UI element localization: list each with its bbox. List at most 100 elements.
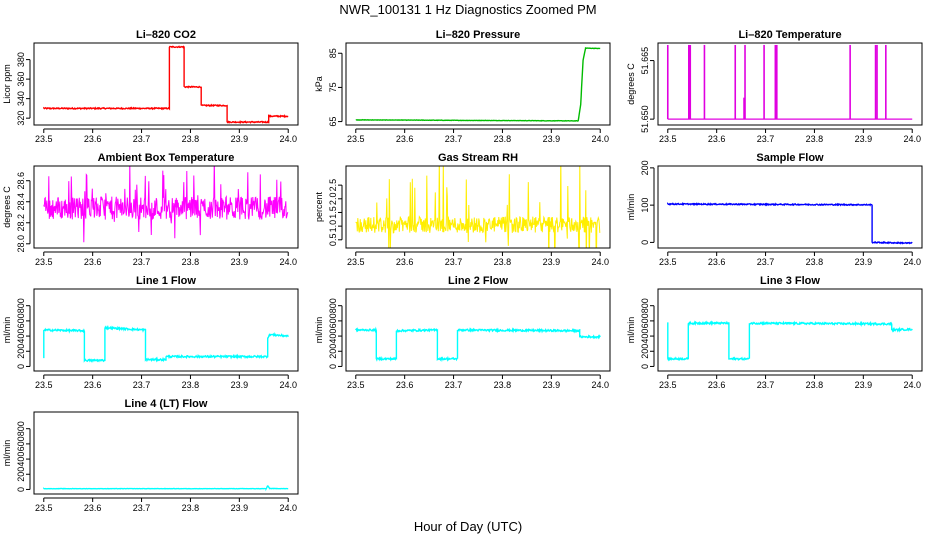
chart-5-x-tick-label-6: 24.0 [591, 257, 609, 267]
chart-10-y-label: ml/min [2, 440, 12, 467]
chart-2-x-tick-label-4: 23.8 [494, 134, 512, 144]
chart-8-x-tick-label-1: 23.5 [347, 380, 365, 390]
chart-6-x-tick-label-6: 24.0 [903, 257, 921, 267]
chart-4-x-tick-label-2: 23.6 [84, 257, 102, 267]
chart-1-x-tick-label-2: 23.6 [84, 134, 102, 144]
chart-8-x-axis: 23.5 23.6 23.7 23.8 23.9 24.0 [347, 374, 609, 390]
chart-9-y-tick-label-3: 400 [640, 329, 650, 344]
chart-10-series-group [43, 485, 289, 492]
chart-6-x-tick-label-5: 23.9 [855, 257, 873, 267]
chart-3-x-tick-label-1: 23.5 [659, 134, 677, 144]
chart-5-x-tick-label-1: 23.5 [347, 257, 365, 267]
chart-8-y-label: ml/min [314, 317, 324, 344]
chart-4-frame [33, 165, 299, 249]
chart-6-x-tick-label-1: 23.5 [659, 257, 677, 267]
chart-2-series-line [355, 47, 601, 122]
chart-3-y-tick-label-2: 51.665 [640, 47, 650, 75]
chart-8-title: Line 2 Flow [448, 275, 508, 287]
chart-5-x-tick-label-5: 23.9 [543, 257, 561, 267]
chart-1-y-tick-label-4: 380 [16, 52, 26, 67]
chart-5-x-axis: 23.5 23.6 23.7 23.8 23.9 24.0 [347, 251, 609, 267]
chart-2-y-tick-label-1: 65 [328, 117, 338, 127]
chart-7-x-tick-label-1: 23.5 [35, 380, 53, 390]
chart-5-y-tick-label-5: 2.5 [328, 179, 338, 192]
chart-6-y-axis: 0 100 200 [640, 160, 655, 245]
chart-3-x-tick-label-3: 23.7 [757, 134, 775, 144]
chart-3-x-axis: 23.5 23.6 23.7 23.8 23.9 24.0 [659, 128, 921, 144]
chart-7-series-line [43, 324, 289, 363]
chart-1-y-axis: 320 340 360 380 [16, 52, 31, 126]
chart-7-y-tick-label-5: 800 [16, 298, 26, 313]
chart-2-x-tick-label-3: 23.7 [445, 134, 463, 144]
chart-9-x-tick-label-1: 23.5 [659, 380, 677, 390]
chart-10-y-tick-label-2: 200 [16, 467, 26, 482]
chart-1-series-group [43, 45, 289, 125]
chart-2-x-tick-label-5: 23.9 [543, 134, 561, 144]
chart-2-y-axis: 65 75 85 [328, 48, 343, 127]
chart-3-series-group [666, 44, 913, 120]
chart-8-x-tick-label-3: 23.7 [445, 380, 463, 390]
chart-1-series-line [43, 45, 289, 125]
chart-9-y-label: ml/min [626, 317, 636, 344]
chart-9-x-tick-label-6: 24.0 [903, 380, 921, 390]
figure-title: NWR_100131 1 Hz Diagnostics Zoomed PM [339, 2, 596, 17]
chart-7-x-tick-label-5: 23.9 [231, 380, 249, 390]
chart-2-x-tick-label-6: 24.0 [591, 134, 609, 144]
chart-3-x-tick-label-2: 23.6 [708, 134, 726, 144]
chart-10-frame [33, 411, 299, 495]
chart-6-y-tick-label-3: 200 [640, 160, 650, 175]
chart-3-x-tick-label-6: 24.0 [903, 134, 921, 144]
chart-2-series-group [355, 47, 601, 122]
chart-3-frame [657, 42, 923, 126]
chart-2-y-label: kPa [314, 76, 324, 92]
chart-1-x-axis: 23.5 23.6 23.7 23.8 23.9 24.0 [35, 128, 297, 144]
chart-7-y-tick-label-1: 0 [16, 364, 26, 369]
chart-5-gas-stream-rh: Gas Stream RH 23.5 23.6 23.7 23.8 23.9 24.0 0.5… [314, 152, 611, 267]
chart-4-series-group [43, 166, 289, 243]
chart-2-y-tick-label-3: 85 [328, 48, 338, 58]
chart-9-x-tick-label-3: 23.7 [757, 380, 775, 390]
chart-8-series-line [355, 326, 601, 363]
chart-8-x-tick-label-2: 23.6 [396, 380, 414, 390]
chart-1-x-tick-label-1: 23.5 [35, 134, 53, 144]
chart-8-x-tick-label-5: 23.9 [543, 380, 561, 390]
chart-10-x-tick-label-4: 23.8 [182, 503, 200, 513]
chart-1-li-820-co2: Li–820 CO2 23.5 23.6 23.7 23.8 23.9 24.0 320 340… [2, 29, 299, 144]
chart-8-frame [345, 288, 611, 372]
chart-7-x-axis: 23.5 23.6 23.7 23.8 23.9 24.0 [35, 374, 297, 390]
chart-5-series-line [355, 166, 601, 248]
chart-9-line-3-flow: Line 3 Flow 23.5 23.6 23.7 23.8 23.9 24.0 0 2004… [626, 275, 923, 390]
chart-6-y-label: ml/min [626, 194, 636, 221]
chart-6-series-line [667, 201, 913, 245]
chart-10-line-4-lt-flow: Line 4 (LT) Flow 23.5 23.6 23.7 23.8 23.9 24.0… [2, 398, 299, 513]
chart-9-title: Line 3 Flow [760, 275, 820, 287]
chart-7-y-tick-label-4: 600 [16, 313, 26, 328]
chart-9-x-tick-label-2: 23.6 [708, 380, 726, 390]
chart-2-li-820-pressure: Li–820 Pressure 23.5 23.6 23.7 23.8 23.9 24.0 6… [314, 29, 611, 144]
chart-2-title: Li–820 Pressure [436, 29, 520, 41]
chart-10-y-tick-label-5: 800 [16, 421, 26, 436]
chart-3-li-820-temperature: Li–820 Temperature 23.5 23.6 23.7 23.8 23.9 24… [626, 29, 923, 144]
chart-4-series-line [43, 166, 289, 243]
chart-5-x-tick-label-3: 23.7 [445, 257, 463, 267]
chart-10-y-tick-label-1: 0 [16, 487, 26, 492]
chart-3-x-tick-label-5: 23.9 [855, 134, 873, 144]
chart-6-x-tick-label-3: 23.7 [757, 257, 775, 267]
chart-10-y-tick-label-3: 400 [16, 452, 26, 467]
chart-2-x-tick-label-2: 23.6 [396, 134, 414, 144]
chart-5-x-tick-label-2: 23.6 [396, 257, 414, 267]
chart-9-y-tick-label-4: 600 [640, 313, 650, 328]
chart-5-y-tick-label-3: 1.5 [328, 206, 338, 219]
chart-4-y-axis: 28.0 28.2 28.4 28.6 [16, 172, 31, 253]
chart-6-title: Sample Flow [756, 152, 824, 164]
chart-8-y-tick-label-2: 200 [328, 344, 338, 359]
chart-10-y-tick-label-4: 600 [16, 436, 26, 451]
chart-4-y-tick-label-3: 28.4 [16, 193, 26, 211]
chart-1-x-tick-label-3: 23.7 [133, 134, 151, 144]
chart-4-y-tick-label-4: 28.6 [16, 172, 26, 190]
chart-7-x-tick-label-3: 23.7 [133, 380, 151, 390]
chart-5-y-tick-label-2: 1.0 [328, 220, 338, 233]
chart-9-x-axis: 23.5 23.6 23.7 23.8 23.9 24.0 [659, 374, 921, 390]
chart-7-y-tick-label-2: 200 [16, 344, 26, 359]
